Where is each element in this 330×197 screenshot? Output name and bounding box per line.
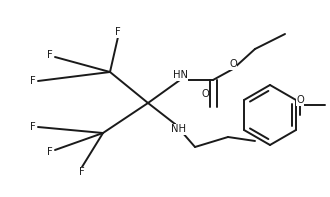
Text: F: F xyxy=(47,50,53,60)
Text: F: F xyxy=(30,122,36,132)
Text: O: O xyxy=(296,95,304,105)
Text: NH: NH xyxy=(171,124,185,134)
Text: F: F xyxy=(30,76,36,86)
Text: HN: HN xyxy=(173,70,187,80)
Text: O: O xyxy=(201,88,209,98)
Text: F: F xyxy=(115,27,121,37)
Text: O: O xyxy=(229,59,237,69)
Text: F: F xyxy=(47,147,53,157)
Text: F: F xyxy=(79,167,85,177)
